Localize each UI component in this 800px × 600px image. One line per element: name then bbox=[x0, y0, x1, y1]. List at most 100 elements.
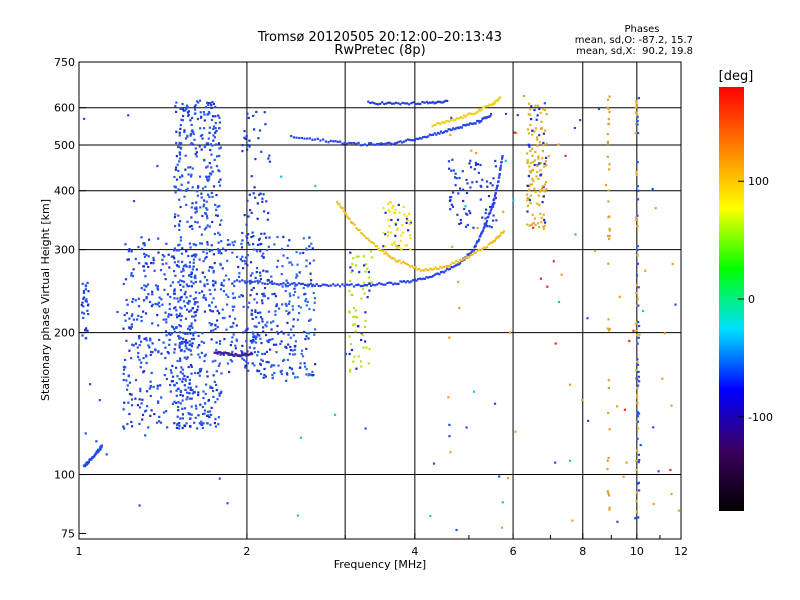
echo-point bbox=[212, 279, 215, 283]
echo-point bbox=[352, 306, 356, 309]
trace-point bbox=[387, 101, 390, 104]
interference-point bbox=[606, 327, 609, 330]
echo-point bbox=[203, 310, 206, 313]
echo-point bbox=[195, 201, 198, 204]
trace-point bbox=[395, 282, 398, 285]
echo-point bbox=[200, 367, 203, 370]
echo-point bbox=[208, 410, 212, 413]
echo-point bbox=[308, 307, 311, 311]
echo-point bbox=[360, 297, 363, 300]
trace-point bbox=[493, 102, 496, 105]
echo-point bbox=[265, 236, 268, 239]
interference-point bbox=[608, 168, 611, 171]
echo-point bbox=[304, 300, 307, 303]
echo-point bbox=[485, 208, 488, 211]
echo-point bbox=[265, 350, 269, 353]
echo-point bbox=[208, 162, 211, 165]
echo-point bbox=[180, 366, 183, 369]
echo-point bbox=[84, 288, 87, 291]
echo-point bbox=[193, 311, 196, 314]
echo-point bbox=[81, 311, 84, 314]
echo-point bbox=[263, 111, 266, 114]
echo-point bbox=[173, 351, 176, 354]
echo-point bbox=[128, 248, 131, 251]
echo-point bbox=[386, 231, 390, 234]
echo-point bbox=[179, 107, 182, 110]
interference-point bbox=[636, 401, 639, 405]
trace-point bbox=[418, 137, 421, 140]
echo-point bbox=[214, 305, 217, 308]
echo-point bbox=[190, 275, 193, 278]
echo-point bbox=[266, 218, 269, 221]
echo-point bbox=[177, 265, 181, 268]
echo-point bbox=[268, 160, 271, 163]
echo-point bbox=[255, 301, 259, 304]
echo-point bbox=[164, 356, 167, 360]
echo-point bbox=[392, 205, 395, 208]
echo-point bbox=[312, 373, 315, 377]
echo-point bbox=[184, 154, 187, 157]
echo-point bbox=[177, 405, 180, 409]
echo-point bbox=[184, 332, 187, 335]
echo-point bbox=[163, 288, 166, 291]
echo-point bbox=[167, 313, 171, 316]
echo-point bbox=[217, 416, 220, 419]
noise-point bbox=[455, 528, 458, 532]
trace-point bbox=[393, 142, 396, 145]
trace-point bbox=[459, 262, 462, 265]
echo-point bbox=[176, 387, 179, 390]
echo-point bbox=[186, 106, 189, 109]
echo-point bbox=[189, 343, 192, 346]
interference-point bbox=[635, 102, 638, 105]
echo-point bbox=[142, 299, 146, 302]
echo-point bbox=[405, 221, 408, 224]
echo-point bbox=[308, 245, 311, 248]
echo-point bbox=[285, 304, 288, 307]
echo-point bbox=[211, 144, 214, 147]
trace-point bbox=[363, 143, 367, 146]
echo-point bbox=[384, 245, 387, 248]
echo-point bbox=[233, 284, 236, 288]
trace-point bbox=[402, 140, 406, 143]
echo-point bbox=[144, 275, 147, 278]
echo-point bbox=[203, 355, 206, 358]
echo-point bbox=[182, 114, 185, 118]
echo-point bbox=[310, 279, 313, 282]
echo-point bbox=[187, 181, 190, 184]
echo-point bbox=[251, 341, 254, 344]
echo-point bbox=[212, 283, 215, 286]
echo-point bbox=[215, 370, 218, 373]
echo-point bbox=[190, 365, 193, 368]
echo-point bbox=[183, 384, 186, 387]
echo-point bbox=[368, 289, 371, 292]
echo-point bbox=[248, 193, 251, 196]
echo-point bbox=[190, 405, 193, 408]
echo-point bbox=[288, 311, 291, 314]
echo-point bbox=[292, 325, 295, 328]
interference-point bbox=[635, 171, 638, 174]
echo-point bbox=[265, 248, 269, 252]
echo-point bbox=[531, 177, 534, 180]
y-tick-label: 300 bbox=[54, 244, 75, 257]
echo-point bbox=[391, 206, 394, 210]
echo-point bbox=[179, 176, 182, 179]
echo-point bbox=[148, 300, 152, 304]
echo-point bbox=[542, 189, 545, 192]
echo-point bbox=[189, 332, 192, 335]
trace-point bbox=[329, 139, 332, 142]
trace-point bbox=[405, 102, 409, 105]
echo-point bbox=[216, 155, 219, 158]
echo-point bbox=[208, 195, 211, 198]
echo-point bbox=[206, 101, 209, 104]
noise-point bbox=[364, 427, 367, 430]
trace-point bbox=[406, 138, 409, 141]
echo-point bbox=[299, 366, 302, 369]
echo-point bbox=[389, 231, 392, 234]
echo-point bbox=[179, 289, 182, 292]
trace-point bbox=[380, 249, 383, 252]
echo-point bbox=[173, 297, 176, 300]
trace-point bbox=[421, 269, 424, 272]
trace-point bbox=[487, 215, 490, 219]
echo-point bbox=[258, 243, 261, 246]
echo-point bbox=[191, 129, 194, 132]
